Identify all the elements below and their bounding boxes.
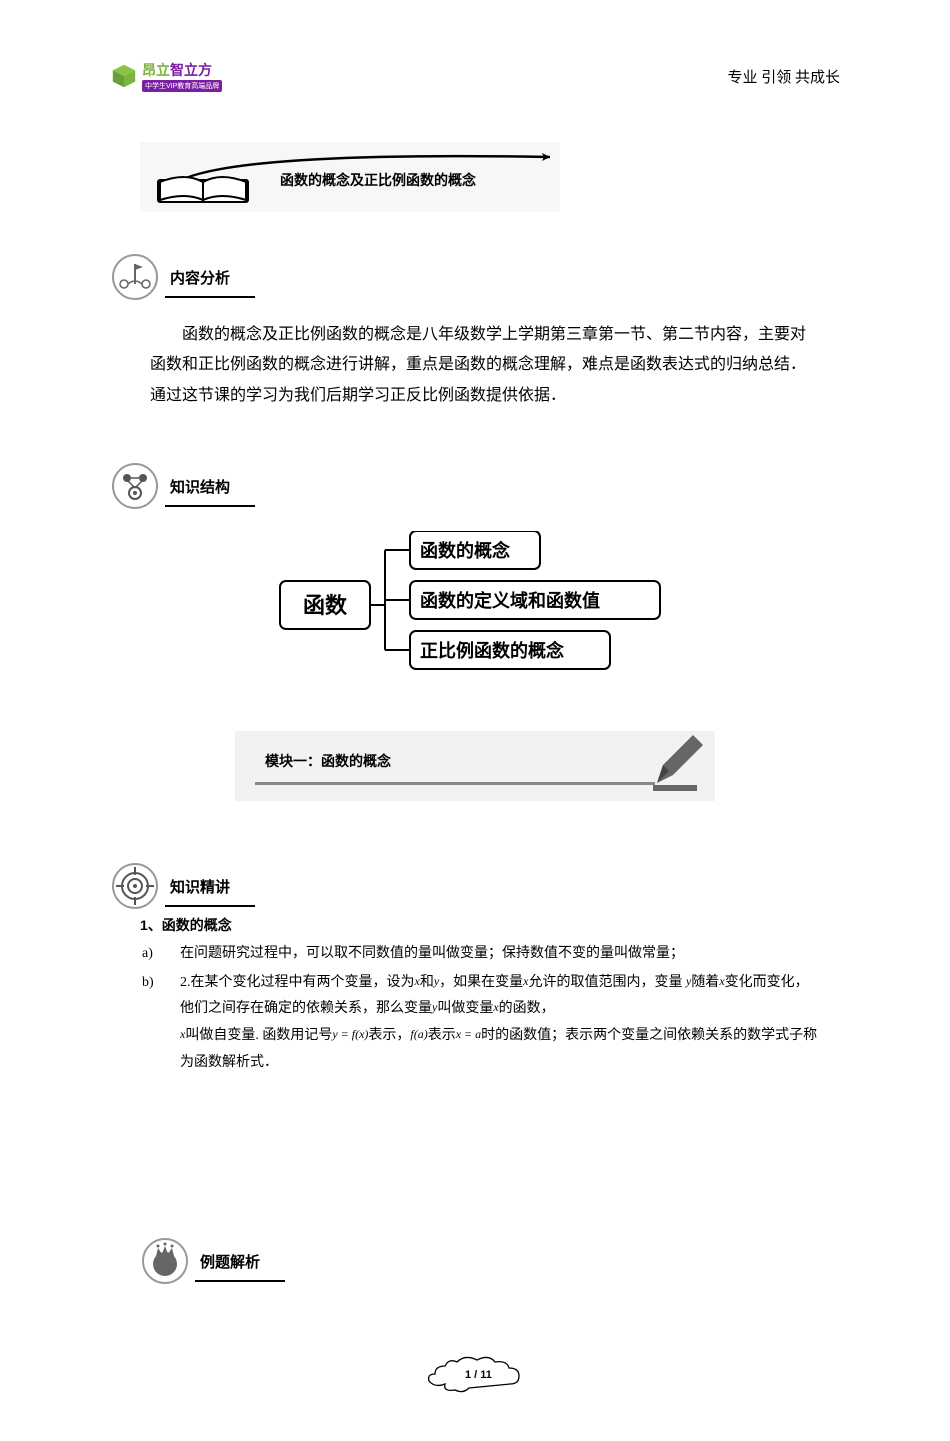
section-examples-label: 例题解析 [200, 1251, 260, 1272]
logo-subtitle: 中学生VIP教育高端品牌 [142, 80, 222, 92]
underline [165, 296, 255, 298]
logo-text-2: 智立方 [170, 62, 212, 78]
t: 叫做自变量. 函数用记号 [185, 1028, 332, 1043]
section-analysis-label: 内容分析 [170, 267, 230, 288]
t: 2.在某个变化过程中有两个变量，设为 [180, 975, 415, 990]
page-number: 1 / 11 [110, 1346, 840, 1401]
network-icon [110, 461, 160, 511]
t: ，如果在变量 [439, 975, 523, 990]
logo-text-1: 昂立 [142, 62, 170, 78]
underline [165, 505, 255, 507]
concept-heading: 1、函数的概念 [140, 915, 840, 935]
svg-text:1 / 11: 1 / 11 [465, 1369, 492, 1381]
t: 叫做变量 [437, 1001, 493, 1016]
t: 随着 [691, 975, 719, 990]
brand-logo: 昂立智立方 中学生VIP教育高端品牌 [110, 60, 222, 92]
math: f(a) [410, 1027, 427, 1041]
section-lecture-head: 知识精讲 [110, 861, 840, 911]
target-icon [110, 861, 160, 911]
svg-text:函数的定义域和函数值: 函数的定义域和函数值 [420, 590, 600, 611]
svg-text:正比例函数的概念: 正比例函数的概念 [420, 640, 564, 661]
section-examples-head: 例题解析 [140, 1236, 840, 1286]
lesson-title-banner: 函数的概念及正比例函数的概念 [140, 142, 560, 212]
page-header: 昂立智立方 中学生VIP教育高端品牌 专业 引领 共成长 [110, 60, 840, 92]
list-text-b: 2.在某个变化过程中有两个变量，设为x和y，如果在变量x允许的取值范围内，变量 … [180, 970, 820, 1076]
cloud-icon: 1 / 11 [415, 1346, 535, 1396]
header-slogan: 专业 引领 共成长 [727, 66, 840, 87]
t: 表示 [428, 1028, 456, 1043]
svg-text:函数: 函数 [303, 593, 348, 618]
pencil-icon [645, 735, 705, 795]
section-analysis-head: 内容分析 [110, 252, 840, 302]
module-banner: 模块一：函数的概念 [235, 731, 715, 801]
math: y = f(x) [332, 1027, 368, 1041]
list-label-b: b) [142, 970, 164, 1076]
list-text-a: 在问题研究过程中，可以取不同数值的量叫做变量；保持数值不变的量叫做常量； [180, 941, 820, 968]
section-structure-head: 知识结构 [110, 461, 840, 511]
crown-icon [140, 1236, 190, 1286]
structure-diagram: 函数 函数的概念函数的定义域和函数值正比例函数的概念 [110, 531, 840, 681]
lesson-title: 函数的概念及正比例函数的概念 [280, 170, 476, 190]
page: 昂立智立方 中学生VIP教育高端品牌 专业 引领 共成长 函数的概念及正比例函数… [0, 0, 950, 1441]
math: x = a [456, 1027, 481, 1041]
underline [165, 905, 255, 907]
module-title: 模块一：函数的概念 [265, 751, 391, 771]
t: 表示， [368, 1028, 410, 1043]
t: 和 [420, 975, 434, 990]
page-sep: / [471, 1369, 480, 1381]
t: 的函数， [499, 1001, 555, 1016]
analysis-body: 函数的概念及正比例函数的概念是八年级数学上学期第三章第一节、第二节内容，主要对函… [150, 320, 820, 411]
page-total: 11 [480, 1369, 492, 1381]
module-underline [255, 782, 655, 785]
section-lecture-label: 知识精讲 [170, 876, 230, 897]
flag-icon [110, 252, 160, 302]
list-label-a: a) [142, 941, 164, 968]
cube-icon [110, 62, 138, 90]
t: 允许的取值范围内，变量 [528, 975, 682, 990]
tree-diagram: 函数 函数的概念函数的定义域和函数值正比例函数的概念 [260, 531, 690, 681]
concept-list: a) 在问题研究过程中，可以取不同数值的量叫做变量；保持数值不变的量叫做常量； … [142, 941, 820, 1076]
svg-text:函数的概念: 函数的概念 [420, 540, 510, 561]
underline [195, 1280, 285, 1282]
section-structure-label: 知识结构 [170, 476, 230, 497]
